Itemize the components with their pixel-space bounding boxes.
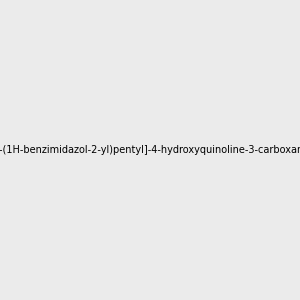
Text: N-[5-(1H-benzimidazol-2-yl)pentyl]-4-hydroxyquinoline-3-carboxamide: N-[5-(1H-benzimidazol-2-yl)pentyl]-4-hyd… (0, 145, 300, 155)
